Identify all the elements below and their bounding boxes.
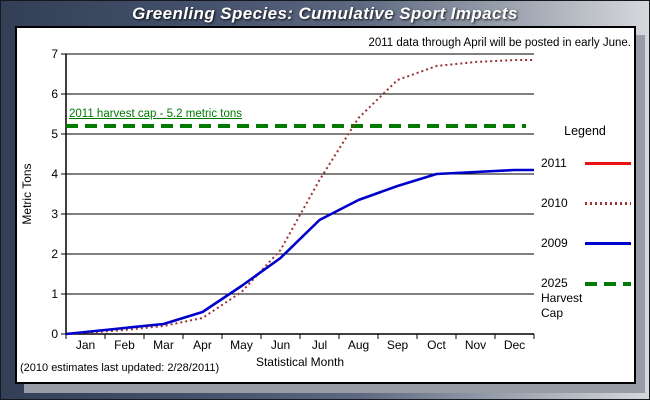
x-tick-label: Apr	[193, 338, 212, 352]
x-tick-label: Jan	[76, 338, 95, 352]
legend-entry-line-sample	[585, 202, 631, 205]
x-tick-label: May	[230, 338, 253, 352]
y-tick-label: 3	[51, 207, 58, 221]
y-tick-label: 4	[51, 167, 58, 181]
legend-entry-line-sample	[585, 242, 631, 245]
y-tick-label: 5	[51, 127, 58, 141]
x-tick-label: Jun	[271, 338, 290, 352]
legend-entry-label: 2025 Harvest Cap	[541, 276, 583, 320]
chart-plot-area: 0 1 2 3 4 5 6 7 Jan Feb Mar Apr May Jun Jul Aug Sep Oct No…	[51, 47, 535, 352]
y-tick-label: 0	[51, 327, 58, 341]
legend-entry-line-sample	[585, 162, 631, 165]
y-tick-label: 6	[51, 87, 58, 101]
legend-entry-label: 2011	[541, 156, 567, 170]
title-bar: Greenling Species: Cumulative Sport Impa…	[1, 1, 649, 26]
x-tick-label: Oct	[427, 338, 446, 352]
legend-entry-2025: 2025 Harvest Cap	[541, 276, 633, 321]
x-tick-label: Mar	[153, 338, 174, 352]
legend: Legend 2011 2010 2009 2025 Harvest Cap	[537, 124, 633, 354]
y-tick-label: 2	[51, 247, 58, 261]
series-2010-line	[65, 59, 534, 335]
legend-entry-2010: 2010	[541, 196, 633, 211]
series-2009-line	[65, 168, 534, 336]
legend-entry-label: 2009	[541, 236, 568, 250]
x-tick-label: Feb	[114, 338, 135, 352]
x-tick-label: Aug	[348, 338, 369, 352]
legend-title: Legend	[564, 124, 606, 138]
legend-entry-label: 2010	[541, 196, 568, 210]
legend-entry-line-sample	[585, 282, 631, 286]
y-tick-label: 1	[51, 287, 58, 301]
y-tick-label: 7	[51, 47, 58, 61]
legend-entry-2011: 2011	[541, 156, 633, 171]
footer-note: (2010 estimates last updated: 2/28/2011)	[20, 362, 220, 374]
x-tick-label: Nov	[465, 338, 486, 352]
harvest-cap-label: 2011 harvest cap - 5.2 metric tons	[69, 108, 243, 120]
x-axis-title: Statistical Month	[255, 355, 345, 369]
legend-entry-2009: 2009	[541, 236, 633, 251]
chart-panel: 0 1 2 3 4 5 6 7 Jan Feb Mar Apr May Jun Jul Aug Sep Oct No…	[15, 26, 636, 384]
page-title: Greenling Species: Cumulative Sport Impa…	[132, 4, 518, 23]
chart-note: 2011 data through April will be posted i…	[368, 37, 631, 49]
x-tick-label: Dec	[504, 338, 525, 352]
x-tick-label: Jul	[312, 338, 327, 352]
y-axis-title: Metric Tons	[20, 163, 34, 225]
x-tick-label: Sep	[387, 338, 409, 352]
